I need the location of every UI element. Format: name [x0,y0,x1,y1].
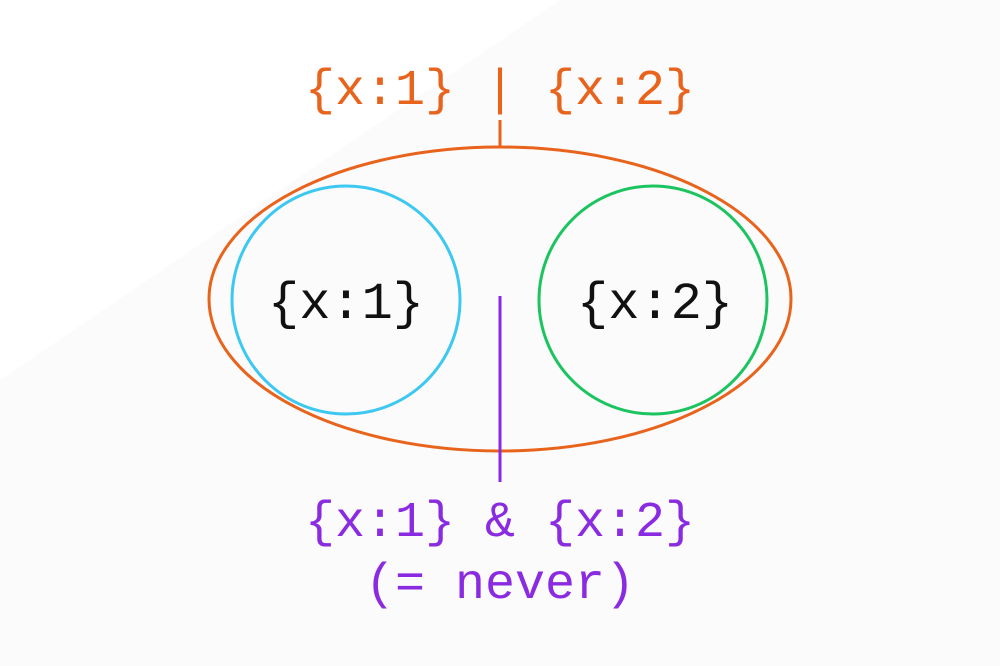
right-set-label: {x:2} [577,275,733,334]
left-set-circle [230,184,462,416]
union-label: {x:1} | {x:2} [305,63,695,120]
intersection-note: (= never) [365,557,635,614]
right-set-circle [537,184,769,416]
intersection-label: {x:1} & {x:2} [305,495,695,552]
left-set-label: {x:1} [268,275,424,334]
